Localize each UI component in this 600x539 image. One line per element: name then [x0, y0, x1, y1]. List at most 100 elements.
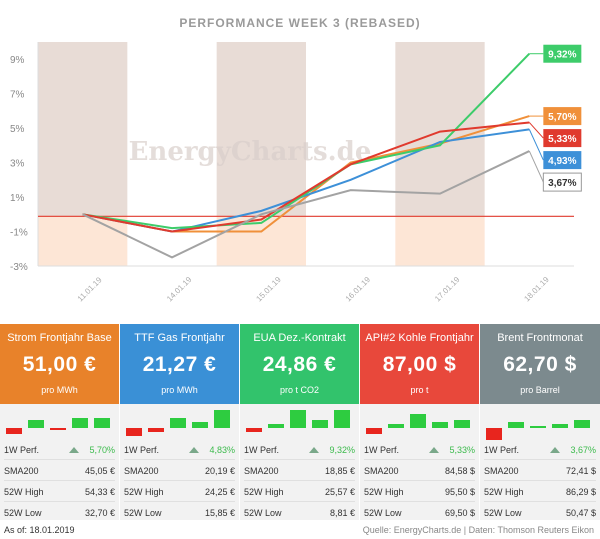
end-label-box — [543, 129, 582, 148]
up-triangle-icon — [429, 446, 440, 453]
stat-value: 84,58 $ — [444, 465, 475, 476]
chart-title: PERFORMANCE WEEK 3 (REBASED) — [179, 16, 421, 30]
weekly-bars — [246, 410, 350, 432]
stat-label: 1W Perf. — [484, 444, 520, 455]
card-unit: pro t CO2 — [279, 385, 319, 395]
stat-row-high52: 52W High 24,25 € — [124, 482, 235, 502]
stat-row-low52: 52W Low 8,81 € — [244, 503, 355, 523]
end-label: 3,67% — [548, 178, 576, 189]
x-tick-label: 15.01.19 — [254, 275, 283, 304]
stat-label: 1W Perf. — [364, 444, 400, 455]
card-header: TTF Gas Frontjahr 21,27 € pro MWh — [120, 324, 239, 404]
stat-label: 52W Low — [124, 508, 162, 518]
stat-row-high52: 52W High 54,33 € — [4, 482, 115, 502]
stat-row-perf: 1W Perf. 5,70% — [4, 440, 115, 460]
stat-label: 52W High — [4, 486, 44, 497]
stat-label: 52W Low — [4, 508, 42, 518]
weekly-bars — [6, 418, 110, 434]
card-header: API#2 Kohle Frontjahr 87,00 $ pro t — [360, 324, 479, 404]
stat-row-sma200: SMA200 84,58 $ — [364, 461, 475, 481]
weekly-bar — [574, 420, 590, 428]
stat-label: 52W High — [244, 486, 284, 497]
weekly-bars — [486, 420, 590, 440]
day-band-lower — [38, 216, 128, 266]
weekly-bar — [268, 424, 284, 428]
weekly-bar — [432, 422, 448, 428]
card-price: 51,00 € — [22, 353, 97, 376]
stat-value: 9,32% — [329, 444, 355, 455]
x-tick-label: 11.01.19 — [76, 275, 104, 303]
weekly-bar — [508, 422, 524, 428]
y-tick-label: 9% — [10, 55, 25, 66]
weekly-bar — [50, 428, 66, 430]
stat-row-high52: 52W High 25,57 € — [244, 482, 355, 502]
weekly-bar — [454, 420, 470, 428]
x-tick-label: 17.01.19 — [433, 275, 462, 304]
card-stats: 1W Perf. 5,33% SMA200 84,58 $ 52W High 95,50 … — [360, 404, 479, 520]
stat-label: 52W Low — [244, 508, 282, 518]
stat-row-sma200: SMA200 45,05 € — [4, 461, 115, 481]
stat-row-low52: 52W Low 50,47 $ — [484, 503, 596, 523]
y-tick-label: 1% — [10, 193, 25, 204]
stat-label: SMA200 — [244, 465, 279, 476]
stat-row-perf: 1W Perf. 5,33% — [364, 440, 475, 460]
card-unit: pro MWh — [161, 385, 198, 395]
card-unit: pro Barrel — [520, 385, 560, 395]
end-label: 4,93% — [548, 156, 576, 167]
as-of-date: As of: 18.01.2019 — [4, 525, 75, 535]
weekly-bar — [312, 420, 328, 428]
y-tick-label: -3% — [10, 262, 28, 273]
end-label-box — [543, 107, 582, 126]
weekly-bar — [552, 424, 568, 428]
card-name: API#2 Kohle Frontjahr — [365, 332, 474, 344]
instrument-card: Strom Frontjahr Base 51,00 € pro MWh 1W Per… — [0, 324, 120, 520]
stat-value: 69,50 $ — [444, 508, 475, 518]
instrument-cards: Strom Frontjahr Base 51,00 € pro MWh 1W Per… — [0, 324, 600, 520]
stat-label: 1W Perf. — [124, 444, 160, 455]
up-triangle-icon — [189, 446, 200, 453]
y-tick-label: 5% — [10, 124, 25, 135]
card-price: 87,00 $ — [382, 353, 457, 376]
weekly-bar — [214, 410, 230, 428]
card-header: Strom Frontjahr Base 51,00 € pro MWh — [0, 324, 119, 404]
stat-row-perf: 1W Perf. 9,32% — [244, 440, 355, 460]
end-label: 5,33% — [548, 134, 576, 145]
stat-label: SMA200 — [364, 465, 399, 476]
stat-row-low52: 52W Low 32,70 € — [4, 503, 115, 523]
card-stats: 1W Perf. 4,83% SMA200 20,19 € 52W High 24,25 … — [120, 404, 239, 520]
label-leader — [528, 129, 544, 161]
weekly-bar — [28, 420, 44, 428]
up-triangle-icon — [309, 446, 320, 453]
y-tick-label: 7% — [10, 90, 25, 101]
weekly-bar — [192, 422, 208, 428]
card-price: 62,70 $ — [503, 353, 577, 376]
stat-value: 86,29 $ — [565, 486, 596, 497]
instrument-card: Brent Frontmonat 62,70 $ pro Barrel 1W Perf… — [480, 324, 600, 520]
stat-label: 52W Low — [364, 508, 402, 518]
stat-label: 52W High — [484, 486, 524, 497]
stat-value: 15,85 € — [204, 508, 235, 518]
watermark: EnergyCharts.de — [129, 137, 372, 167]
stat-value: 72,41 $ — [565, 465, 596, 476]
stat-value: 8,81 € — [329, 508, 355, 518]
weekly-bar — [72, 418, 88, 428]
day-band-lower — [395, 216, 485, 266]
up-triangle-icon — [69, 446, 80, 453]
card-unit: pro MWh — [41, 385, 78, 395]
stat-value: 54,33 € — [84, 486, 115, 497]
stat-value: 24,25 € — [204, 486, 235, 497]
card-price: 24,86 € — [262, 353, 337, 376]
stat-value: 20,19 € — [204, 465, 235, 476]
stat-value: 95,50 $ — [444, 486, 475, 497]
weekly-bar — [170, 418, 186, 428]
instrument-card: API#2 Kohle Frontjahr 87,00 $ pro t 1W Perf… — [360, 324, 480, 520]
stat-row-sma200: SMA200 72,41 $ — [484, 461, 596, 481]
weekly-bars — [366, 414, 470, 434]
source-credit: Quelle: EnergyCharts.de | Daten: Thomson… — [362, 525, 594, 535]
weekly-bar — [126, 428, 142, 436]
card-name: EUA Dez.-Kontrakt — [253, 332, 346, 344]
instrument-card: EUA Dez.-Kontrakt 24,86 € pro t CO2 1W Perf… — [240, 324, 360, 520]
x-tick-label: 18.01.19 — [522, 275, 551, 304]
weekly-bar — [6, 428, 22, 434]
stat-label: 52W Low — [484, 508, 522, 518]
